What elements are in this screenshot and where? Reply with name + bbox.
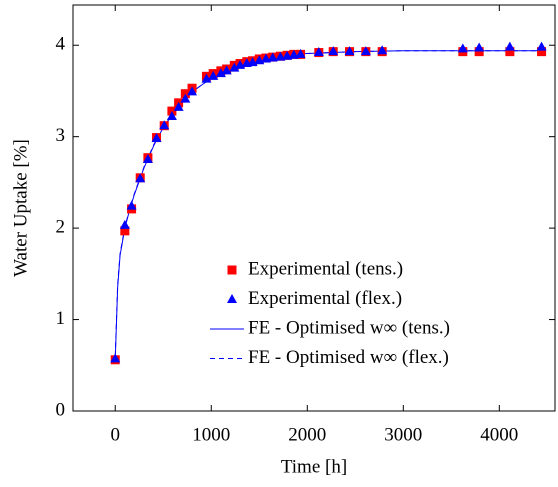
plot-frame: [72, 4, 556, 412]
y-tick-label: 4: [56, 34, 66, 55]
marker-triangle: [267, 52, 278, 62]
x-tick-label: 3000: [384, 424, 422, 445]
fe-curve: [114, 50, 543, 357]
marker-square: [474, 47, 484, 57]
marker-triangle: [360, 46, 371, 56]
legend-label: FE - Optimised w∞ (flex.): [248, 347, 449, 368]
y-tick-label: 2: [56, 216, 66, 237]
marker-triangle: [119, 219, 130, 229]
x-tick-label: 1000: [192, 424, 230, 445]
marker-triangle: [126, 200, 137, 210]
marker-triangle: [344, 46, 355, 56]
legend-label: Experimental (flex.): [248, 288, 402, 309]
marker-triangle: [457, 43, 468, 53]
marker-triangle: [536, 41, 547, 51]
marker-triangle: [173, 101, 184, 111]
marker-square: [537, 47, 547, 57]
legend-label: FE - Optimised w∞ (tens.): [248, 317, 450, 338]
legend-label: Experimental (tens.): [248, 258, 403, 279]
marker-triangle: [295, 48, 306, 58]
marker-triangle: [504, 41, 515, 51]
marker-triangle: [187, 86, 198, 96]
marker-triangle: [377, 45, 388, 55]
marker-triangle: [110, 353, 121, 363]
marker-triangle: [201, 73, 212, 83]
marker-square: [120, 226, 130, 236]
marker-triangle: [151, 133, 162, 143]
y-tick-label: 3: [56, 125, 66, 146]
marker-triangle: [135, 173, 146, 183]
marker-triangle: [166, 111, 177, 121]
x-axis-label: Time [h]: [281, 456, 347, 477]
marker-triangle: [142, 154, 153, 164]
marker-triangle: [229, 62, 240, 72]
marker-triangle: [159, 120, 170, 130]
marker-triangle: [328, 46, 339, 56]
marker-triangle: [208, 70, 219, 80]
y-tick-label: 0: [56, 399, 66, 420]
marker-triangle: [227, 294, 237, 303]
legend: Experimental (tens.) Experimental (flex.)…: [210, 258, 450, 368]
x-tick-label: 4000: [480, 424, 518, 445]
marker-square: [227, 265, 237, 275]
marker-square: [505, 47, 515, 57]
marker-triangle: [313, 47, 324, 57]
marker-triangle: [474, 42, 485, 52]
fe-curve: [114, 50, 543, 360]
y-axis-label: Water Uptake [%]: [10, 139, 31, 277]
marker-triangle: [221, 65, 232, 75]
x-tick-label: 0: [110, 424, 120, 445]
marker-triangle: [180, 93, 191, 103]
marker-triangle: [215, 68, 226, 78]
x-tick-label: 2000: [288, 424, 326, 445]
y-tick-label: 1: [56, 308, 66, 329]
